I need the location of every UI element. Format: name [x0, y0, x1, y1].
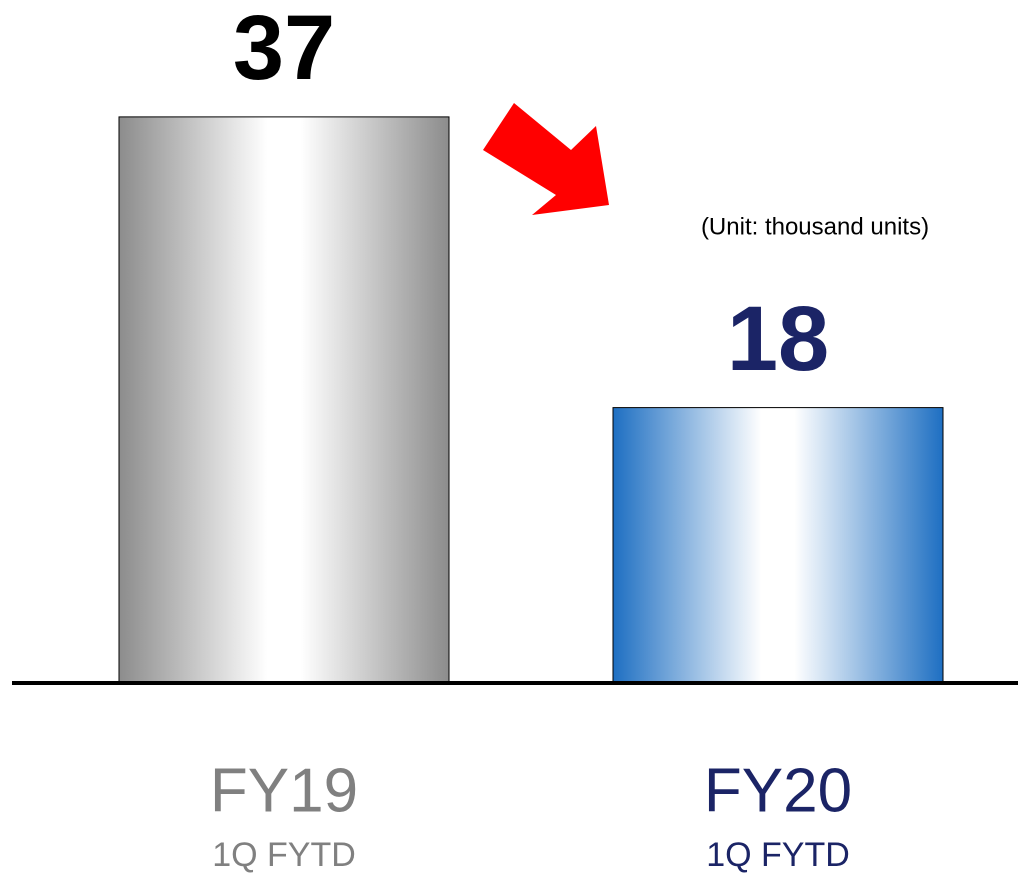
decrease-arrow	[483, 103, 609, 215]
unit-annotation: (Unit: thousand units)	[701, 213, 929, 240]
bar	[118, 116, 450, 684]
bar	[612, 407, 944, 684]
category-sublabel: 1Q FYTD	[706, 836, 850, 874]
category-label: FY20	[704, 756, 852, 825]
category-sublabel: 1Q FYTD	[212, 836, 356, 874]
category-label: FY19	[210, 756, 358, 825]
value-label: 37	[233, 0, 335, 99]
value-label: 18	[727, 288, 829, 390]
